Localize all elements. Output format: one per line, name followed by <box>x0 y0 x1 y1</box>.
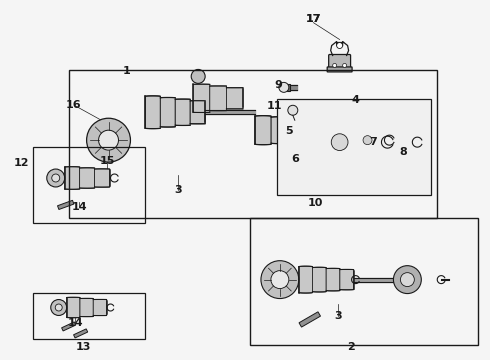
Circle shape <box>288 105 298 115</box>
Bar <box>33 293 146 339</box>
Polygon shape <box>80 168 95 188</box>
Circle shape <box>363 136 372 145</box>
Polygon shape <box>193 84 210 112</box>
Circle shape <box>349 122 386 158</box>
Circle shape <box>279 82 289 92</box>
Polygon shape <box>303 119 319 141</box>
Text: 15: 15 <box>99 156 115 166</box>
Polygon shape <box>190 101 205 124</box>
FancyBboxPatch shape <box>329 54 350 71</box>
FancyBboxPatch shape <box>327 67 352 72</box>
Text: 5: 5 <box>285 126 293 135</box>
Polygon shape <box>74 329 88 338</box>
Bar <box>69 71 437 218</box>
Polygon shape <box>65 167 80 189</box>
Polygon shape <box>299 312 320 327</box>
Circle shape <box>87 118 130 162</box>
Polygon shape <box>67 297 80 318</box>
FancyBboxPatch shape <box>313 126 367 158</box>
Polygon shape <box>326 268 340 291</box>
Circle shape <box>331 134 348 150</box>
Text: 10: 10 <box>308 198 323 208</box>
Polygon shape <box>95 169 110 187</box>
Circle shape <box>271 271 289 289</box>
Polygon shape <box>80 298 93 317</box>
Polygon shape <box>160 98 175 127</box>
Polygon shape <box>175 99 190 125</box>
Text: 9: 9 <box>274 80 282 90</box>
Circle shape <box>98 130 119 150</box>
Polygon shape <box>57 200 74 210</box>
Text: 16: 16 <box>65 100 81 110</box>
Text: 11: 11 <box>267 102 282 112</box>
Polygon shape <box>340 269 354 290</box>
Bar <box>250 218 478 345</box>
Circle shape <box>191 69 205 84</box>
Circle shape <box>47 169 65 187</box>
Circle shape <box>333 63 337 67</box>
Polygon shape <box>255 116 271 145</box>
Polygon shape <box>299 266 313 293</box>
Circle shape <box>393 266 421 293</box>
Polygon shape <box>93 300 106 316</box>
Polygon shape <box>313 267 326 292</box>
Text: 7: 7 <box>369 138 377 147</box>
Text: 14: 14 <box>67 319 83 328</box>
Polygon shape <box>62 322 76 331</box>
Circle shape <box>337 42 343 49</box>
Circle shape <box>51 300 67 315</box>
Text: 6: 6 <box>291 154 299 164</box>
Text: 2: 2 <box>347 342 355 352</box>
Text: 13: 13 <box>75 342 91 352</box>
Polygon shape <box>287 118 303 143</box>
Circle shape <box>261 261 299 298</box>
Text: 17: 17 <box>306 14 321 24</box>
Text: 1: 1 <box>123 66 131 76</box>
Text: 4: 4 <box>352 95 360 105</box>
Bar <box>33 147 146 223</box>
Text: 8: 8 <box>399 147 407 157</box>
Circle shape <box>400 273 415 287</box>
Text: 12: 12 <box>14 158 29 168</box>
Circle shape <box>52 174 60 182</box>
Text: 3: 3 <box>334 311 342 320</box>
Polygon shape <box>271 117 287 144</box>
Circle shape <box>343 63 346 67</box>
Text: 17: 17 <box>306 14 321 24</box>
Circle shape <box>55 304 62 311</box>
Text: 14: 14 <box>71 202 87 212</box>
Bar <box>287 84 290 91</box>
Polygon shape <box>146 96 160 129</box>
Circle shape <box>358 130 377 150</box>
Polygon shape <box>210 86 226 111</box>
Text: 3: 3 <box>174 185 181 195</box>
Polygon shape <box>226 88 243 109</box>
Bar <box>277 99 431 195</box>
